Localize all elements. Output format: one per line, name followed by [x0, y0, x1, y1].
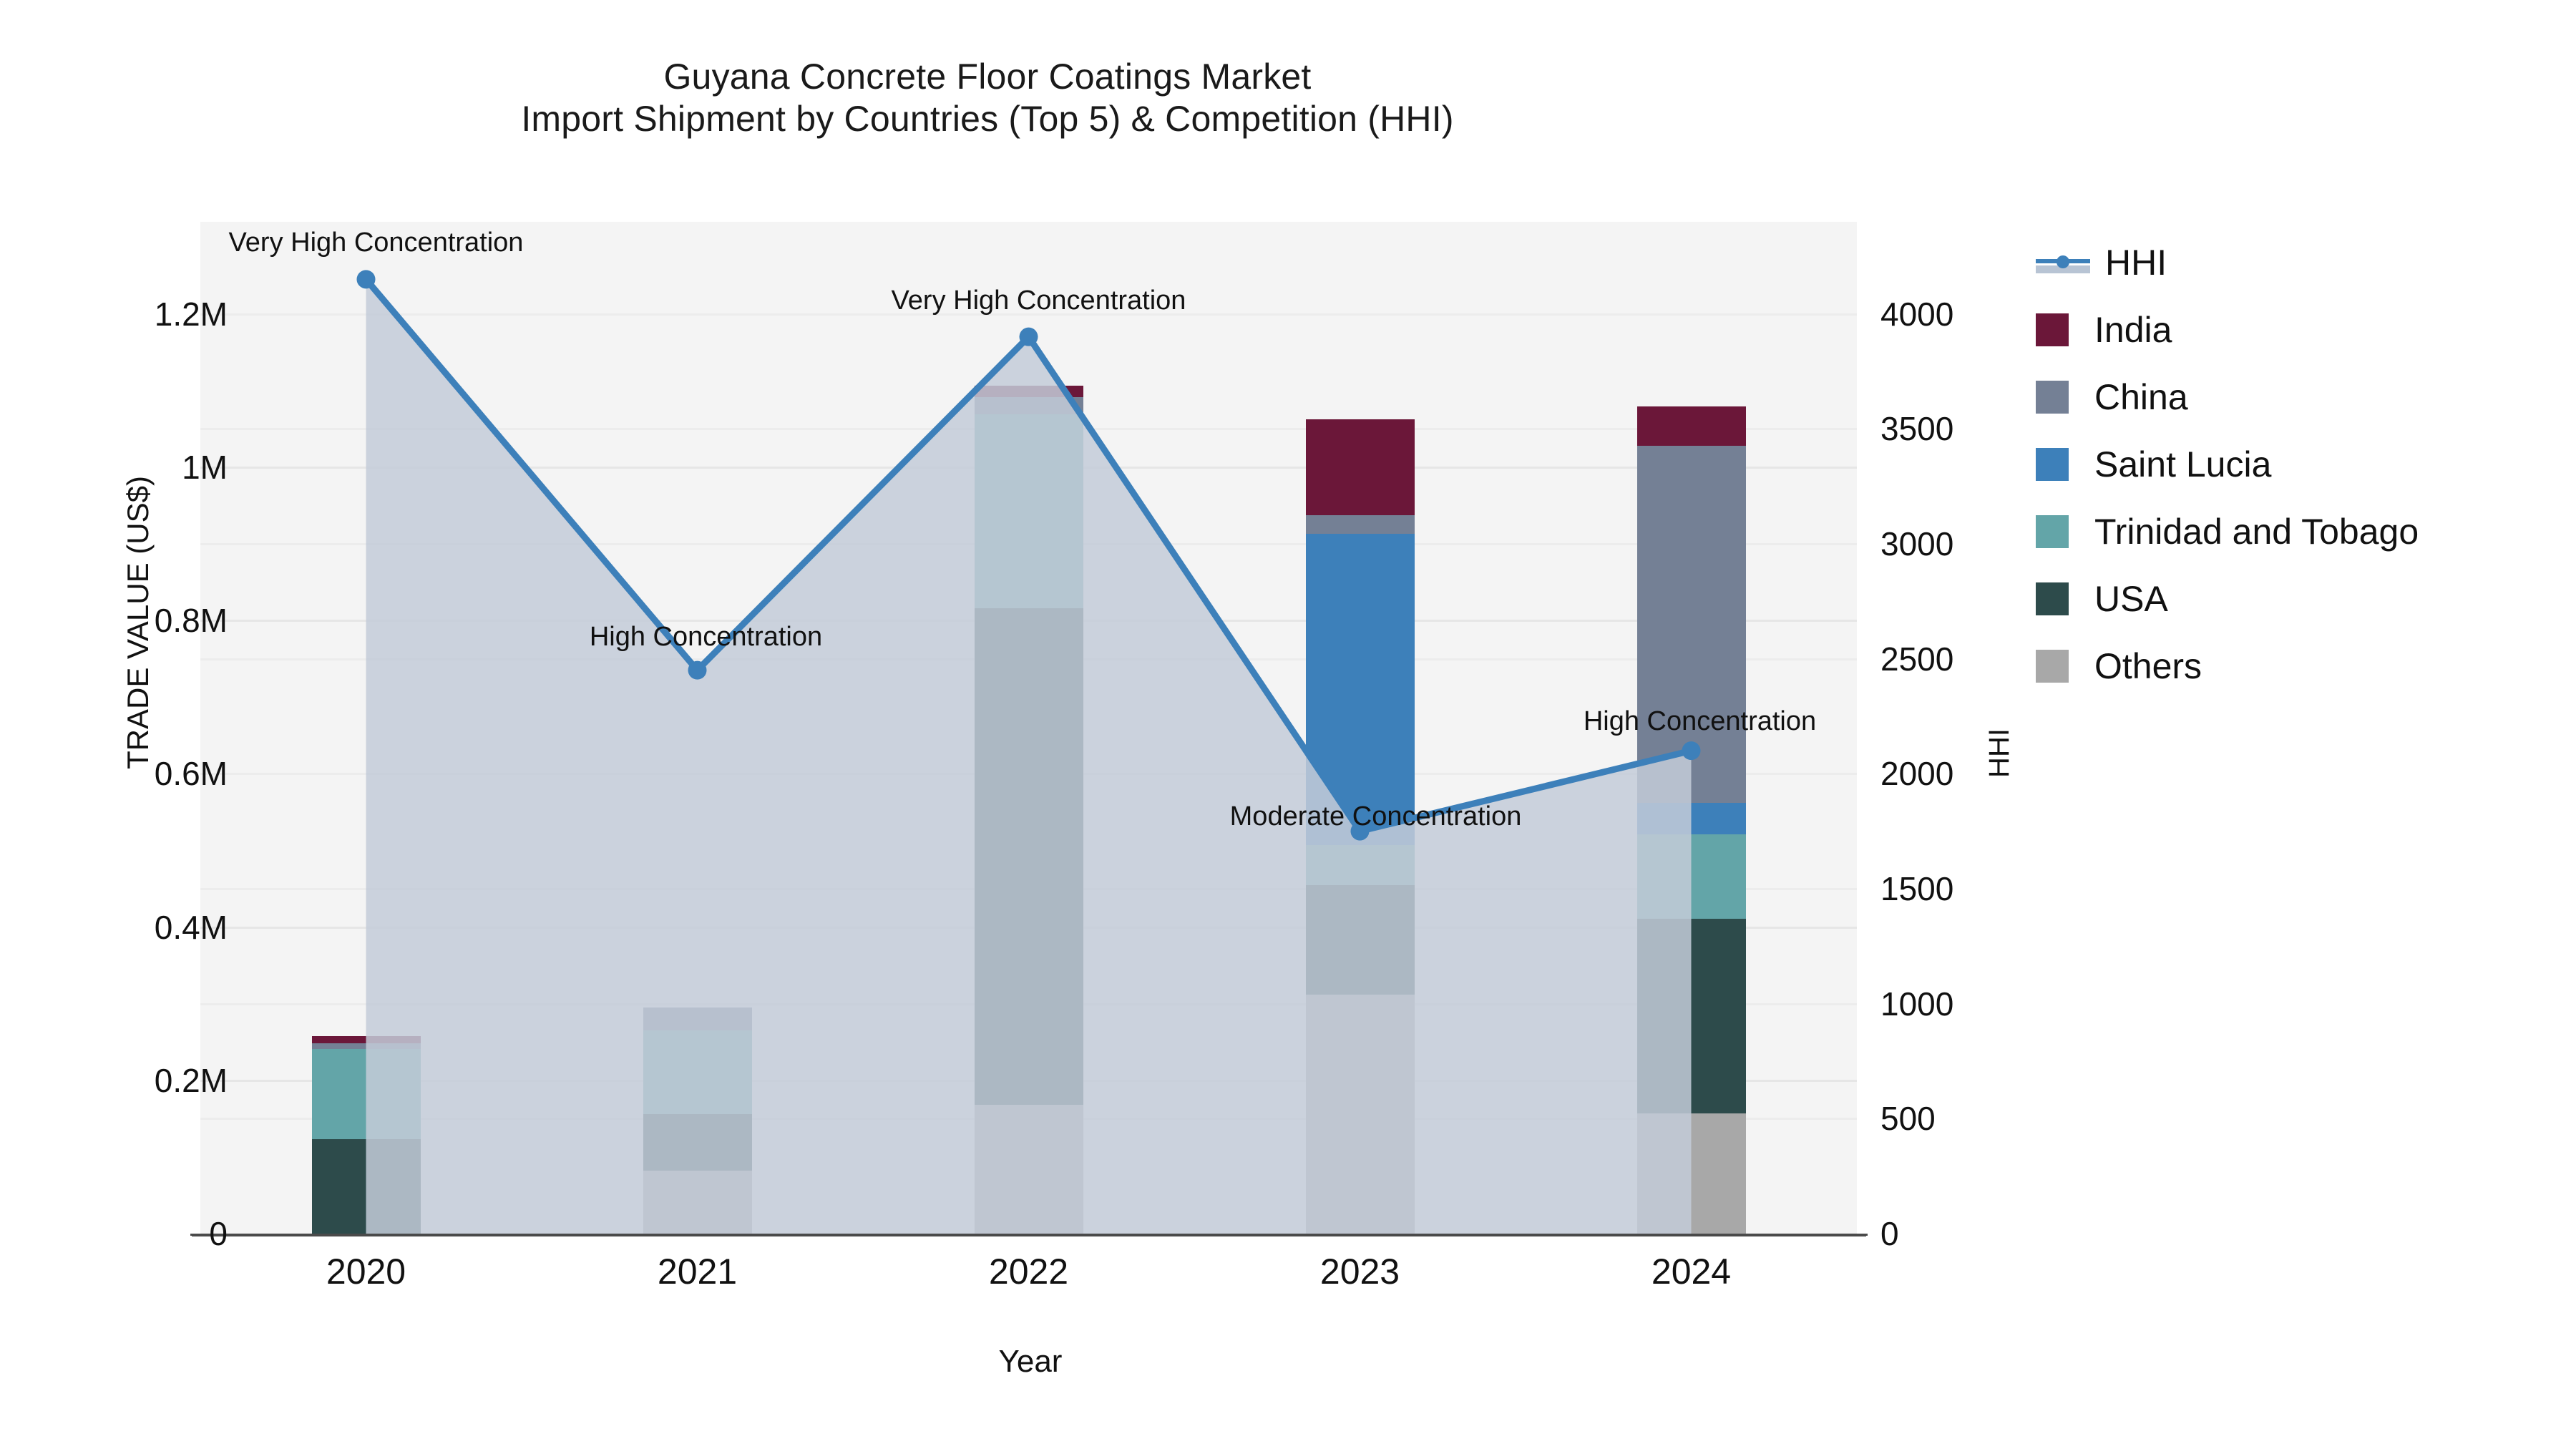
legend-item-label: USA	[2094, 579, 2168, 619]
legend-item-label: HHI	[2105, 243, 2167, 283]
chart-title: Guyana Concrete Floor Coatings Market Im…	[0, 56, 1975, 140]
y-right-tick-mark	[1858, 1234, 1868, 1236]
y-left-tick-label: 0.8M	[154, 602, 228, 640]
hhi-area-fill	[366, 279, 1692, 1234]
y-left-tick-label: 0	[209, 1215, 228, 1252]
chart-title-line-2: Import Shipment by Countries (Top 5) & C…	[521, 99, 1454, 139]
annotation-2023: Moderate Concentration	[1229, 801, 1522, 831]
y-right-tick-label: 3000	[1880, 525, 1954, 562]
hhi-point-2022[interactable]	[1019, 327, 1038, 346]
x-tick-label-2020: 2020	[326, 1252, 406, 1292]
annotation-2024: High Concentration	[1583, 706, 1817, 737]
y-left-tick-label: 0.6M	[154, 755, 228, 793]
x-tick-label-2023: 2023	[1319, 1252, 1400, 1292]
hhi-line-series	[356, 270, 1701, 1234]
y-right-tick-label: 500	[1880, 1100, 1936, 1138]
hhi-point-2023[interactable]	[1350, 821, 1370, 841]
bar-segment[interactable]	[1636, 406, 1746, 446]
x-axis-line	[192, 1234, 1866, 1236]
legend-dot-icon	[2057, 255, 2069, 268]
y-right-tick-label: 2000	[1880, 755, 1954, 793]
legend-area-swatch	[2036, 265, 2090, 273]
legend-color-swatch	[2036, 313, 2069, 346]
y-right-tick-label: 0	[1880, 1215, 1899, 1252]
legend-item-label: Others	[2094, 646, 2202, 686]
y-right-tick-label: 1000	[1880, 985, 1954, 1023]
x-tick-label-2024: 2024	[1651, 1252, 1732, 1292]
y-right-tick-label: 2500	[1880, 640, 1954, 678]
legend-line-marker-icon	[2036, 246, 2090, 279]
legend-item-label: China	[2094, 377, 2188, 417]
x-tick-label-2021: 2021	[657, 1252, 738, 1292]
legend-item-hhi[interactable]: HHI	[2036, 229, 2565, 296]
legend-color-swatch	[2036, 650, 2069, 683]
legend-item-label: Trinidad and Tobago	[2094, 512, 2419, 552]
y-left-tick-label: 1M	[182, 448, 228, 486]
legend: HHI India China Saint Lucia Trinidad and Tob…	[2036, 229, 2565, 700]
legend-item-others[interactable]: Others	[2036, 633, 2565, 700]
legend-item-label: India	[2094, 310, 2172, 350]
annotation-2020: Very High Concentration	[228, 228, 524, 258]
gridline	[200, 313, 1857, 316]
x-axis-title: Year	[998, 1344, 1063, 1379]
annotation-2021: High Concentration	[589, 621, 823, 652]
y-right-tick-label: 3500	[1880, 410, 1954, 448]
hhi-point-2024[interactable]	[1682, 741, 1701, 761]
legend-item-trinidad-and-tobago[interactable]: Trinidad and Tobago	[2036, 498, 2565, 565]
y-left-tick-label: 0.4M	[154, 908, 228, 946]
y-right-tick-label: 1500	[1880, 869, 1954, 907]
plot-area: Very High Concentration High Concentratio…	[200, 222, 1857, 1235]
hhi-point-2021[interactable]	[688, 660, 707, 680]
bar-segment[interactable]	[1305, 419, 1415, 516]
chart-title-line-1: Guyana Concrete Floor Coatings Market	[663, 57, 1312, 97]
legend-color-swatch	[2036, 448, 2069, 481]
legend-color-swatch	[2036, 381, 2069, 414]
annotation-2022: Very High Concentration	[891, 285, 1186, 316]
legend-color-swatch	[2036, 515, 2069, 548]
legend-item-usa[interactable]: USA	[2036, 565, 2565, 633]
y-right-tick-label: 4000	[1880, 295, 1954, 333]
legend-item-label: Saint Lucia	[2094, 444, 2272, 484]
legend-item-saint-lucia[interactable]: Saint Lucia	[2036, 431, 2565, 498]
y-left-tick-label: 1.2M	[154, 295, 228, 333]
y-axis-right-title: HHI	[1983, 728, 2015, 778]
y-axis-left-title: TRADE VALUE (US$)	[120, 476, 155, 769]
legend-color-swatch	[2036, 582, 2069, 615]
bar-segment[interactable]	[1305, 515, 1415, 534]
legend-item-china[interactable]: China	[2036, 364, 2565, 431]
x-tick-label-2022: 2022	[988, 1252, 1069, 1292]
y-left-tick-label: 0.2M	[154, 1061, 228, 1099]
hhi-point-2020[interactable]	[356, 270, 376, 289]
y-left-tick-mark	[190, 1234, 200, 1236]
legend-item-india[interactable]: India	[2036, 296, 2565, 364]
